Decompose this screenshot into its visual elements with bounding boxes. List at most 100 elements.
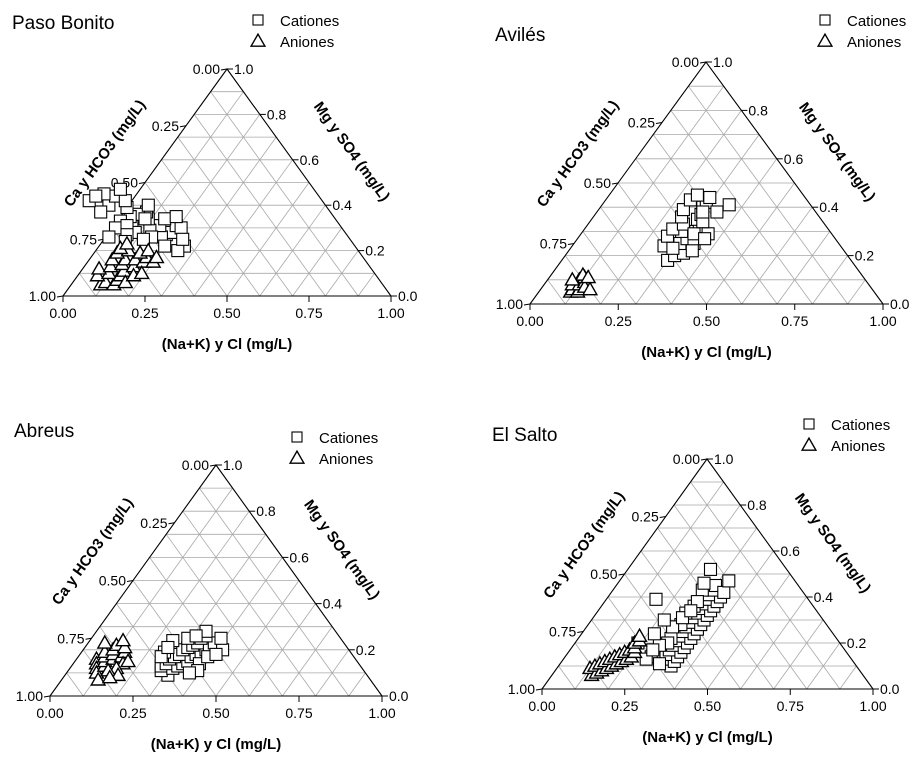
- cation-point: [161, 640, 175, 655]
- cation-point: [684, 604, 698, 618]
- grid-line: [673, 504, 808, 690]
- tick-label-bottom: 0.00: [516, 313, 543, 329]
- anion-point: [90, 260, 108, 275]
- legend: Cationes Aniones: [800, 417, 890, 455]
- cation-point: [118, 194, 132, 208]
- chart-title: Avilés: [495, 25, 545, 46]
- cation-point: [703, 562, 718, 576]
- anion-point: [118, 235, 136, 250]
- axis-label-right: Mg y SO4 (mg/L): [300, 497, 383, 603]
- axis-label-bottom: (Na+K) y Cl (mg/L): [151, 736, 281, 753]
- grid-line: [193, 114, 326, 297]
- legend-label-aniones: Aniones: [847, 34, 901, 51]
- grid-line: [165, 534, 283, 697]
- series-aniones: [89, 235, 165, 291]
- cation-point: [666, 241, 680, 255]
- cation-point: [696, 205, 710, 219]
- chart-panel-el-salto: El Salto 0.00 0.25 0.50 0.75 1.000.000.250.5…: [492, 417, 900, 746]
- anion-point: [580, 269, 597, 284]
- tick-mark: [535, 688, 543, 691]
- tick-label-right: 0.2: [365, 243, 385, 259]
- grid-line: [776, 231, 831, 305]
- grid-line: [670, 110, 813, 305]
- anion-point: [90, 671, 107, 686]
- axis-ticks: 0.00 0.25 0.50 0.75 1.000.000.250.500.751.00…: [496, 54, 910, 329]
- grid-line: [215, 580, 300, 697]
- tick-label-right: 0.2: [855, 248, 875, 264]
- tick-label-right: 0.8: [256, 503, 276, 519]
- tick-label-bottom: 1.00: [869, 313, 896, 329]
- series-aniones: [88, 632, 137, 686]
- grid-line: [688, 85, 849, 305]
- legend-triangle-icon: [249, 32, 267, 47]
- cation-point: [89, 189, 103, 203]
- tick-label-right: 0.8: [748, 102, 768, 118]
- tick-label-left: 1.00: [508, 681, 535, 697]
- tick-label-right: 0.2: [847, 635, 867, 651]
- cation-point: [676, 203, 690, 217]
- anion-point: [114, 632, 132, 647]
- cation-point: [169, 210, 183, 224]
- grid-line: [582, 231, 637, 305]
- grid-line: [199, 487, 350, 697]
- grid-line: [348, 672, 366, 697]
- tick-label-left: 0.75: [57, 630, 84, 646]
- legend-square-icon: [252, 14, 264, 26]
- cation-point: [717, 585, 731, 599]
- tick-label-left: 1.00: [496, 296, 523, 312]
- chart-title: Paso Bonito: [12, 13, 114, 34]
- anion-point: [97, 274, 114, 289]
- axis-label-left: Ca y HCO3 (mg/L): [534, 97, 623, 210]
- tick-label-right: 0.0: [398, 288, 418, 304]
- chart-panel-aviles: Avilés 0.00 0.25 0.50 0.75 1.000.000.250.500…: [495, 13, 910, 361]
- anion-point: [117, 251, 134, 266]
- cation-point: [141, 198, 155, 212]
- tick-label-bottom: 0.75: [295, 305, 322, 321]
- grid-line: [707, 573, 791, 690]
- cation-point: [158, 212, 172, 226]
- tick-label-right: 1.0: [713, 54, 733, 70]
- tick-mark: [655, 122, 663, 124]
- chart-panel-abreus: Abreus 0.00 0.25 0.50 0.75 1.000.000.250.500…: [14, 421, 409, 753]
- cation-point: [171, 244, 185, 258]
- anion-point: [89, 267, 106, 282]
- anion-point: [631, 627, 648, 642]
- cation-point: [214, 631, 228, 645]
- chart-title: El Salto: [492, 425, 557, 446]
- tick-label-bottom: 0.50: [202, 705, 229, 721]
- cation-point: [176, 232, 190, 246]
- cation-point: [94, 205, 108, 219]
- cation-point: [649, 592, 663, 606]
- tick-label-right: 0.0: [880, 681, 900, 697]
- legend-label-aniones: Aniones: [280, 34, 334, 51]
- tick-label-right: 0.6: [784, 151, 804, 167]
- tick-label-bottom: 0.50: [213, 305, 240, 321]
- grid-line: [161, 159, 261, 297]
- tick-label-bottom: 0.25: [611, 698, 638, 714]
- tick-mark: [220, 68, 228, 71]
- anion-point: [148, 249, 165, 264]
- tick-label-right: 0.4: [323, 596, 343, 612]
- grid-line: [161, 136, 277, 297]
- chart-title: Abreus: [14, 421, 74, 442]
- chart-panel-paso-bonito: Paso Bonito 0.00 0.25 0.50 0.75 1.000.000.25…: [12, 13, 418, 353]
- tick-label-right: 0.4: [814, 589, 834, 605]
- legend-label-cationes: Cationes: [831, 417, 890, 434]
- tick-label-right: 1.0: [714, 451, 734, 467]
- cation-point: [710, 205, 724, 219]
- series-aniones: [581, 627, 648, 682]
- tick-label-right: 0.6: [780, 543, 800, 559]
- grid-line: [149, 557, 250, 697]
- tick-label-left: 1.00: [16, 688, 43, 704]
- grid-line: [652, 134, 778, 305]
- tick-label-bottom: 0.50: [693, 313, 720, 329]
- tick-label-bottom: 0.50: [694, 698, 721, 714]
- tick-label-left: 0.25: [152, 118, 179, 134]
- cation-point: [698, 232, 712, 246]
- tick-label-left: 0.25: [628, 115, 655, 131]
- grid-line: [564, 85, 725, 305]
- grid-line: [282, 626, 333, 697]
- grid-line: [706, 182, 795, 305]
- anion-point: [140, 242, 157, 257]
